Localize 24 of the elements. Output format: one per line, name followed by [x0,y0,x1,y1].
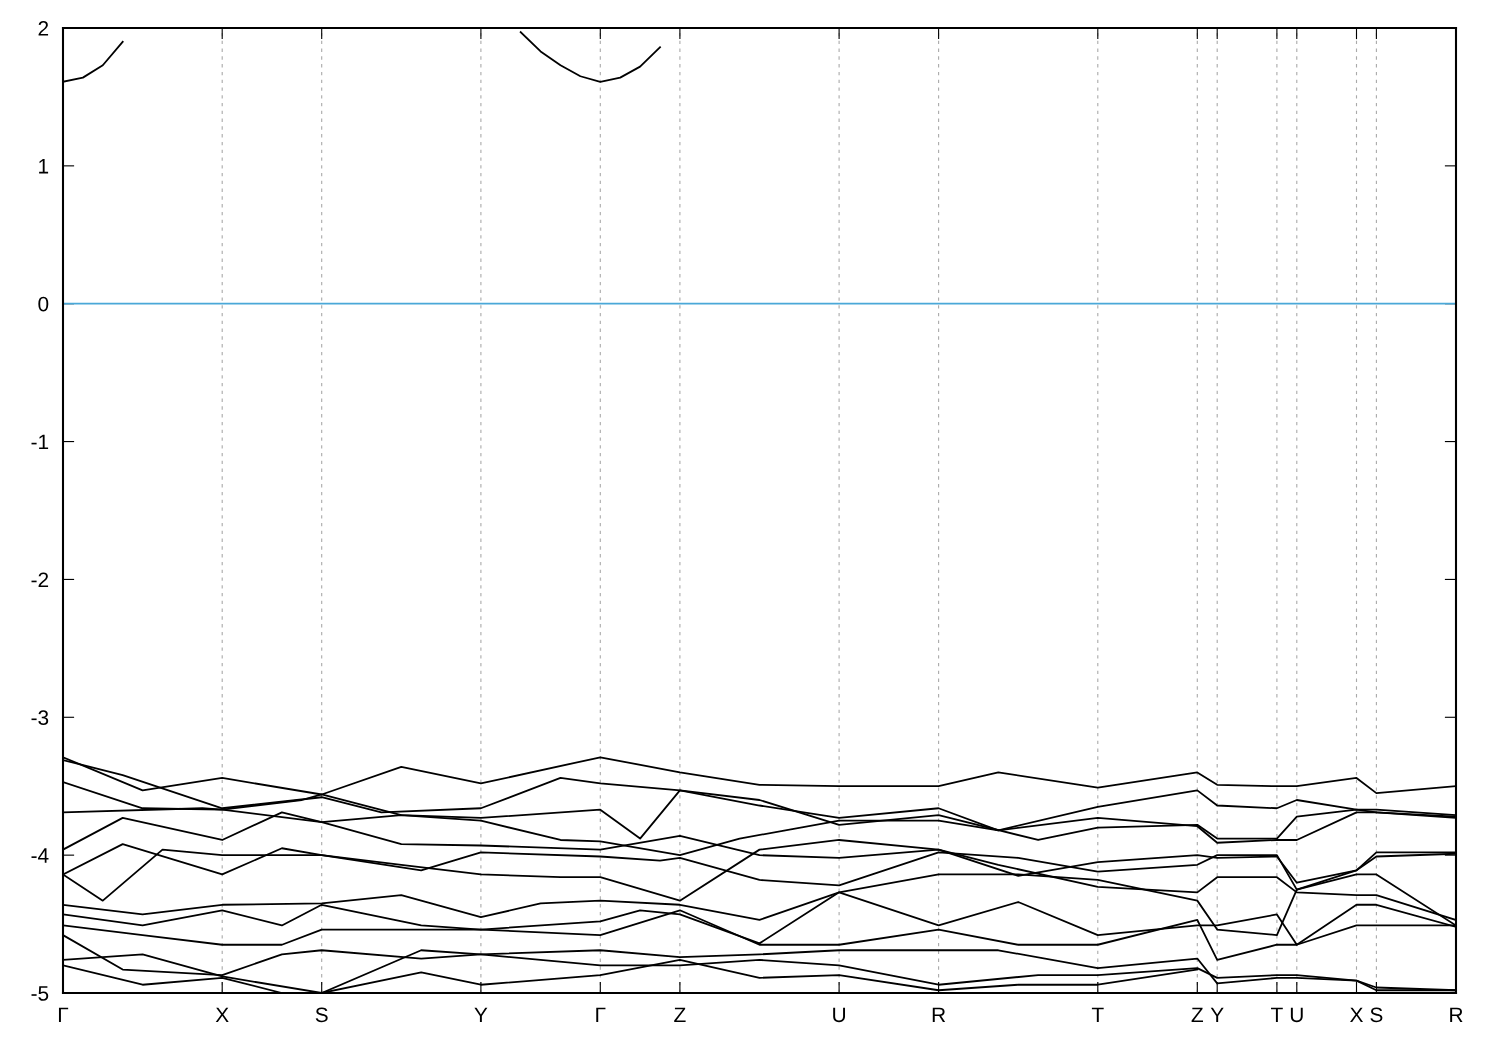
y-tick-label: -5 [31,986,49,1001]
x-tick-label: S [315,1007,328,1023]
x-tick-label: X [215,1007,229,1022]
x-tick-label: Γ [596,1007,606,1022]
y-tick-label: -1 [31,434,49,450]
x-tick-label: Z [674,1007,686,1022]
y-tick-label: -3 [31,710,49,726]
x-tick-label: Z [1191,1007,1204,1022]
x-tick-label: U [833,1007,846,1023]
y-tick-label: 0 [38,296,49,312]
x-tick-label: Y [474,1007,488,1022]
x-tick-label: R [1450,1007,1463,1022]
y-tick-label: 2 [38,21,49,36]
x-tick-label: Y [1210,1007,1224,1022]
x-tick-label: R [932,1007,946,1022]
x-tick-label: U [1290,1007,1303,1023]
x-tick-label: S [1370,1007,1383,1023]
y-tick-label: 1 [39,159,49,174]
x-tick-label: T [1271,1007,1283,1022]
x-tick-label: X [1350,1007,1364,1022]
x-tick-label: Γ [58,1007,69,1022]
y-tick-label: -2 [31,572,49,587]
y-tick-label: -4 [31,848,49,863]
x-tick-label: T [1091,1007,1104,1022]
